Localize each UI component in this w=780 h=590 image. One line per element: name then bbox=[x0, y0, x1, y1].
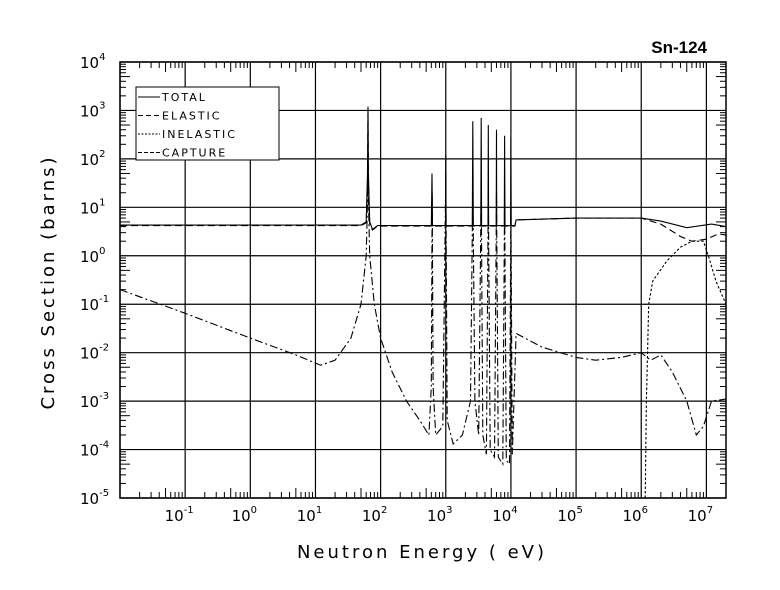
y-tick-label: 10-4 bbox=[80, 440, 109, 460]
series-elastic bbox=[120, 112, 726, 242]
y-tick-label: 10-5 bbox=[80, 488, 109, 508]
legend-label-capture: CAPTURE bbox=[162, 147, 227, 160]
legend-label-total: TOTAL bbox=[161, 91, 207, 104]
x-tick-label: 106 bbox=[622, 505, 647, 525]
legend-box bbox=[135, 86, 280, 161]
y-tick-labels: 10-5 10-4 10-3 10-2 10-1 100 101 102 103 104 bbox=[80, 52, 109, 508]
y-tick-label: 10-3 bbox=[80, 391, 109, 411]
x-tick-label: 100 bbox=[232, 505, 257, 525]
x-tick-label: 105 bbox=[557, 505, 582, 525]
x-tick-labels: 10-1 100 101 102 103 104 105 106 107 bbox=[165, 505, 714, 525]
legend-label-elastic: ELASTIC bbox=[162, 110, 221, 123]
plot-frame bbox=[119, 61, 727, 499]
y-tick-label: 100 bbox=[80, 246, 105, 266]
x-tick-label: 103 bbox=[427, 505, 452, 525]
x-tick-label: 101 bbox=[297, 505, 322, 525]
x-tick-label: 104 bbox=[492, 505, 517, 525]
y-tick-label: 101 bbox=[80, 197, 105, 217]
series-inelastic bbox=[644, 240, 726, 498]
y-tick-label: 102 bbox=[80, 149, 105, 169]
grid bbox=[119, 61, 727, 499]
y-tick-label: 10-1 bbox=[80, 294, 109, 314]
legend: TOTAL ELASTIC INELASTIC CAPTURE bbox=[135, 86, 280, 161]
x-axis-label: Neutron Energy ( eV) bbox=[297, 542, 547, 563]
y-axis-label: Cross Section (barns) bbox=[38, 154, 59, 409]
chart-title: Sn-124 bbox=[651, 38, 707, 57]
legend-label-inelastic: INELASTIC bbox=[162, 128, 237, 141]
y-tick-label: 103 bbox=[80, 100, 105, 120]
curves bbox=[120, 106, 726, 498]
x-tick-label: 102 bbox=[362, 505, 387, 525]
series-capture bbox=[120, 173, 726, 466]
y-tick-label: 10-2 bbox=[80, 343, 109, 363]
x-tick-label: 107 bbox=[688, 505, 713, 525]
y-tick-label: 104 bbox=[80, 52, 105, 72]
x-tick-label: 10-1 bbox=[165, 505, 194, 525]
